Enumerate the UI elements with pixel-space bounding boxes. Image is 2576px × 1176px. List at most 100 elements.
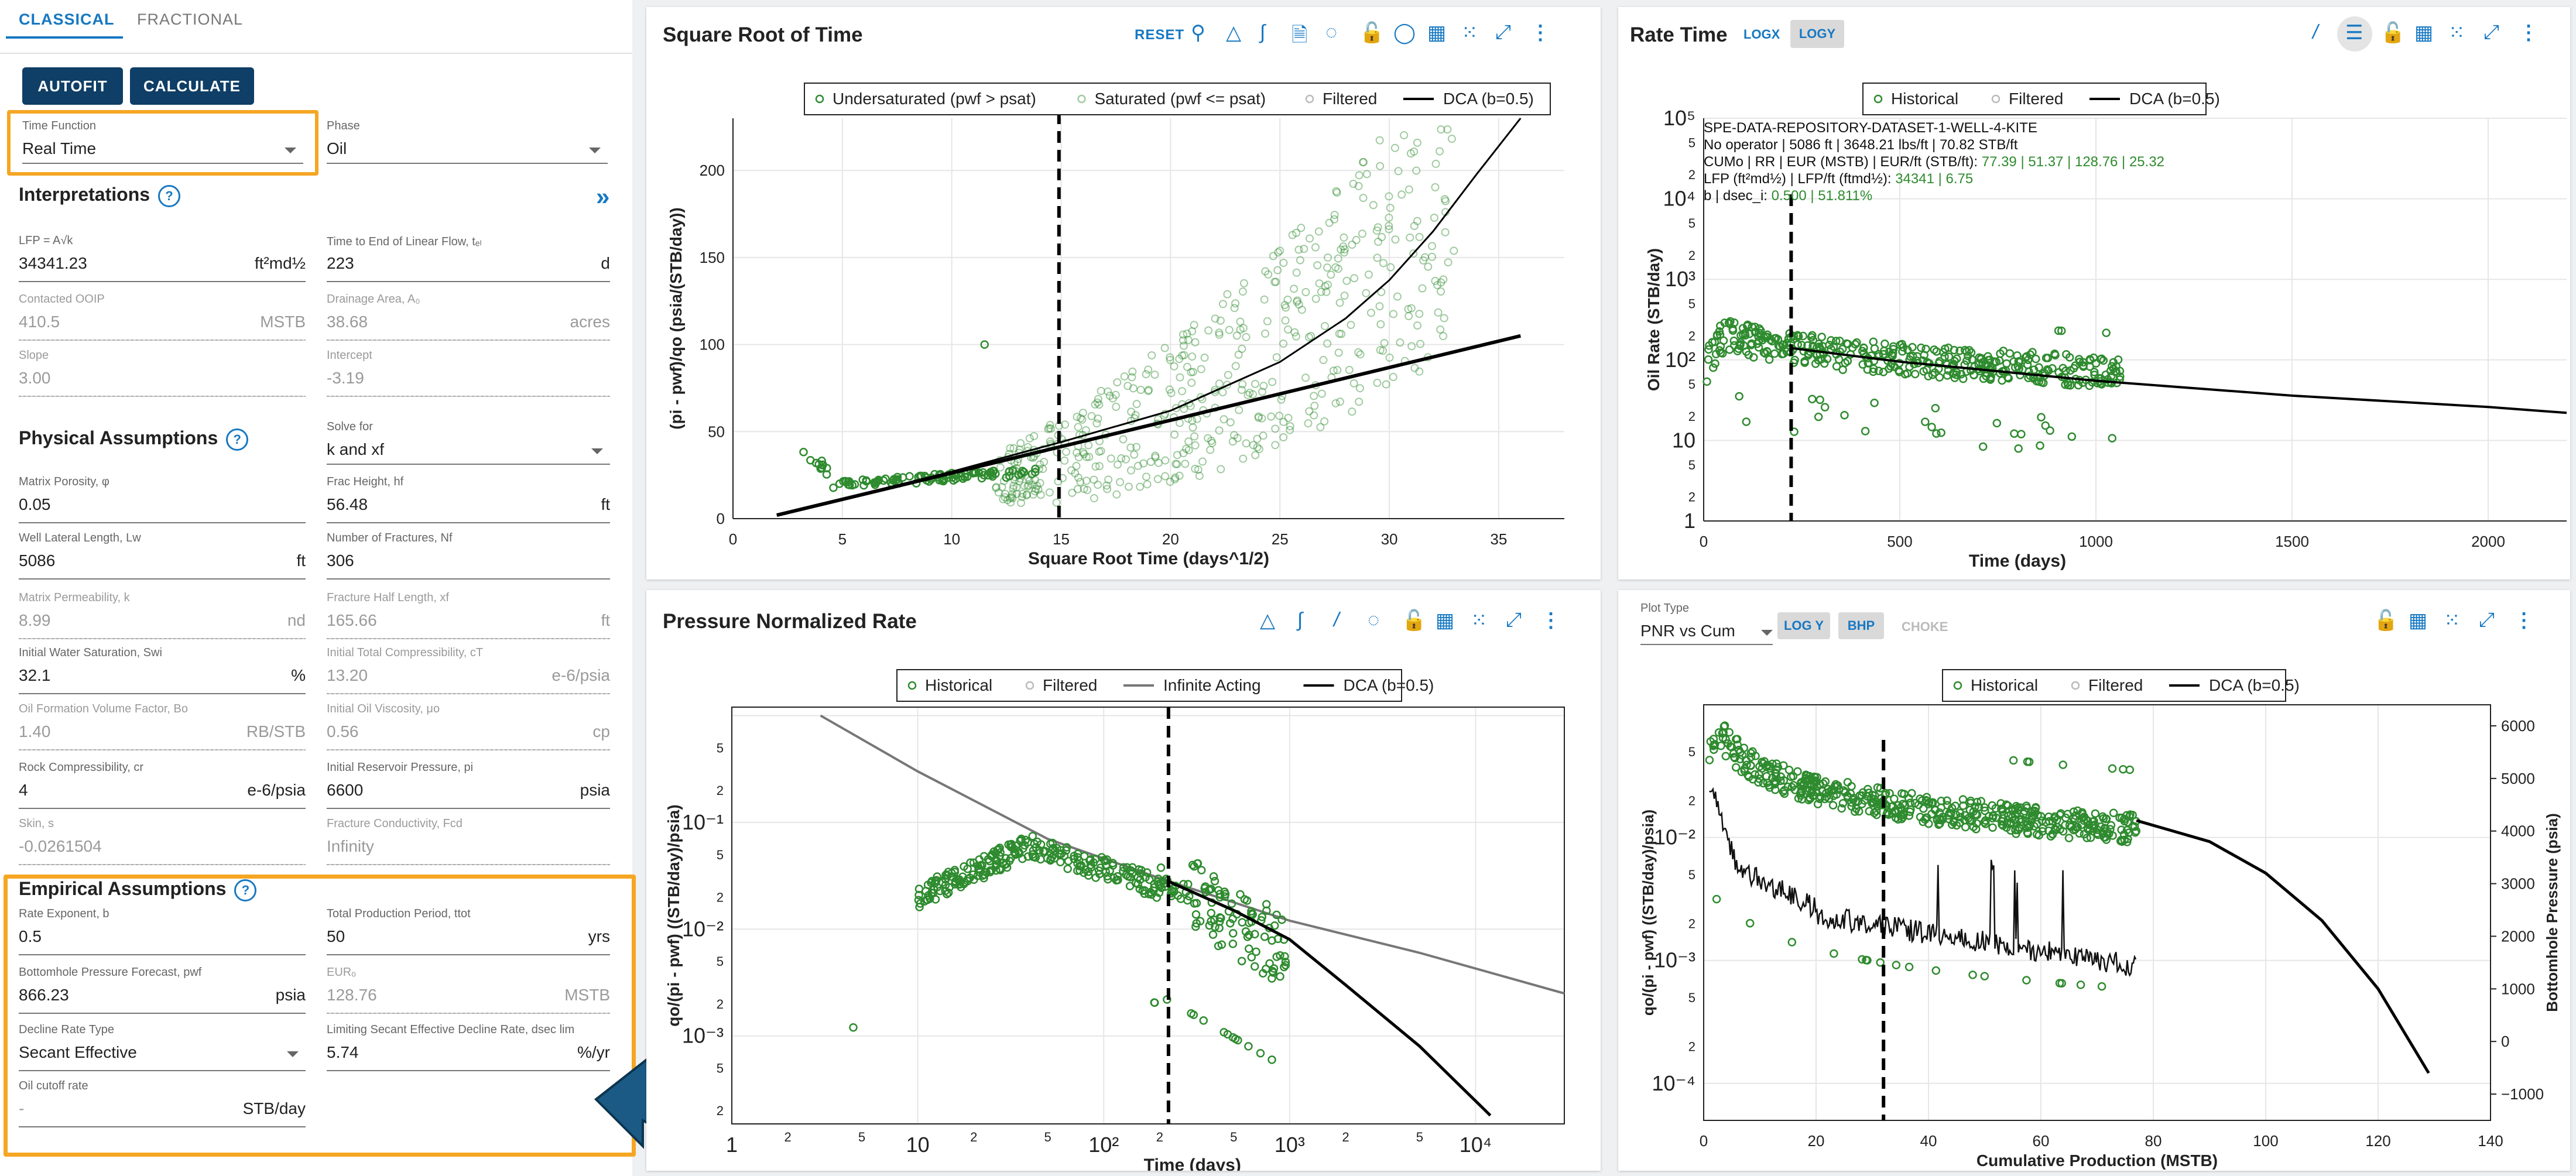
fullscreen-icon[interactable]: ⤢ [2479,609,2495,631]
data-point [1759,779,1768,788]
more-vert-icon[interactable]: ⋮ [2519,22,2539,44]
nfrac-input[interactable]: Number of Fractures, Nf 306 [327,532,610,590]
unlock-icon[interactable]: 🔓 [2380,22,2406,44]
lateral-length-input[interactable]: Well Lateral Length, Lw 5086 ft [19,532,306,590]
scatter-icon[interactable]: ⁙ [1471,609,1488,632]
lasso-select-icon[interactable]: ◌ [1325,21,1338,43]
xf-field: Fracture Half Length, xf 165.66 ft [327,591,610,650]
help-icon[interactable]: ? [226,428,249,451]
more-vert-icon[interactable]: ⋮ [1541,609,1561,632]
data-point [1020,481,1029,490]
data-point [1980,972,1989,980]
lasso-select-icon[interactable]: ◌ [1368,609,1380,631]
calculate-button[interactable]: CALCULATE [130,67,254,105]
help-icon[interactable]: ? [234,879,257,901]
data-point [1179,336,1187,345]
line-draw-icon[interactable]: / [2313,21,2318,43]
table-icon[interactable]: ▦ [1427,22,1447,44]
rate-time-panel: Rate Time LOGX LOGY / ☰ 🔓 ▦ ⁙ ⤢ ⋮ 0 500 10… [1618,7,2570,580]
help-icon[interactable]: ? [158,184,181,207]
add-document-icon[interactable]: 🗎 [1292,24,1308,46]
fullscreen-icon[interactable]: ⤢ [1506,609,1522,631]
permeability-field: Matrix Permeability, k 8.99 nd [19,591,306,650]
data-point [1802,776,1811,785]
more-vert-icon[interactable]: ⋮ [2514,609,2534,632]
tab-classical[interactable]: CLASSICAL [19,11,115,28]
more-vert-icon[interactable]: ⋮ [1530,22,1550,44]
scatter-icon[interactable]: ⁙ [2444,609,2461,632]
bhp-toggle[interactable]: BHP [1838,612,1884,639]
data-point [1101,856,1110,865]
logy-toggle[interactable]: LOGY [1790,20,1844,48]
pi-input[interactable]: Initial Reservoir Pressure, pi 6600 psia [327,761,610,820]
data-point [1218,388,1227,397]
y-tick-label: 10⁻² [682,917,724,941]
data-point [1236,890,1245,899]
cr-input[interactable]: Rock Compressibility, cr 4 e-6/psia [19,761,306,820]
data-point [1131,411,1140,420]
unlock-icon[interactable]: 🔓 [1359,22,1385,44]
data-point [1404,305,1413,314]
data-point [1179,449,1188,458]
logy-toggle[interactable]: LOG Y [1777,612,1830,639]
data-point [1378,233,1386,242]
field-underline [327,578,610,580]
triangle-icon[interactable]: △ [1260,609,1276,632]
data-point [2089,821,2098,831]
rate-exponent-input[interactable]: Rate Exponent, b 0.5 [19,907,306,966]
plot-type-select[interactable]: Plot Type PNR vs Cum [1640,602,1773,660]
swi-input[interactable]: Initial Water Saturation, Swi 32.1 % [19,646,306,705]
y-minor-tick-label: 2 [1688,490,1695,505]
tab-fractional[interactable]: FRACTIONAL [137,11,244,28]
filter-lines-icon[interactable]: ☰ [2345,22,2363,44]
expand-double-chevron-icon[interactable]: » [596,183,610,210]
data-point [1215,328,1224,337]
choke-toggle[interactable]: CHOKE [1902,619,1948,634]
data-point [2071,361,2080,370]
scatter-icon[interactable]: ⁙ [2448,22,2465,44]
scatter-icon[interactable]: ⁙ [1461,22,1478,44]
skin-field: Skin, s -0.0261504 [19,817,306,876]
integral-icon[interactable]: ∫ [1260,21,1266,43]
data-point [1421,253,1430,262]
table-icon[interactable]: ▦ [2409,609,2428,632]
frac-height-input[interactable]: Frac Height, hf 56.48 ft [327,475,610,534]
dlim-input[interactable]: Limiting Secant Effective Decline Rate, … [327,1023,610,1082]
triangle-icon[interactable]: △ [1226,22,1242,44]
logx-toggle[interactable]: LOGX [1743,27,1780,42]
unlock-icon[interactable]: 🔓 [1402,609,1427,632]
solve-for-select[interactable]: Solve for k and xf [327,420,610,479]
reset-button[interactable]: RESET [1135,27,1185,43]
data-point [1112,876,1121,885]
fullscreen-icon[interactable]: ⤢ [2483,21,2500,43]
integral-icon[interactable]: ∫ [1297,609,1303,631]
active-tool-highlight [2337,16,2372,52]
data-point [1006,498,1015,507]
data-point [1272,277,1280,286]
pwf-forecast-input[interactable]: Bottomhole Pressure Forecast, pwf 866.23… [19,966,306,1024]
table-icon[interactable]: ▦ [2414,22,2434,44]
line-draw-icon[interactable]: / [1334,609,1340,631]
phase-select[interactable]: Phase Oil [327,119,608,178]
data-point [1170,362,1179,371]
time-function-select[interactable]: Time Function Real Time [22,119,303,178]
data-point [1084,441,1093,450]
data-point [1171,473,1180,482]
lasso-icon[interactable]: ◯ [1393,22,1416,44]
field-underline [327,954,610,955]
data-point [1275,412,1284,420]
total-period-input[interactable]: Total Production Period, ttot 50 yrs [327,907,610,966]
oil-cutoff-input[interactable]: Oil cutoff rate - STB/day [19,1079,306,1138]
data-point [1439,332,1448,341]
data-point [1151,451,1160,460]
fullscreen-icon[interactable]: ⤢ [1495,21,1512,43]
person-fit-icon[interactable]: ⚲ [1191,22,1205,44]
unlock-icon[interactable]: 🔓 [2373,609,2399,632]
decline-type-select[interactable]: Decline Rate Type Secant Effective [19,1023,306,1082]
autofit-button[interactable]: AUTOFIT [22,67,123,105]
table-icon[interactable]: ▦ [1436,609,1455,632]
data-point [1166,478,1174,486]
well-summary: No operator | 5086 ft | 3648.21 lbs/ft |… [1704,137,2018,153]
porosity-input[interactable]: Matrix Porosity, φ 0.05 [19,475,306,534]
data-point [1240,895,1249,904]
